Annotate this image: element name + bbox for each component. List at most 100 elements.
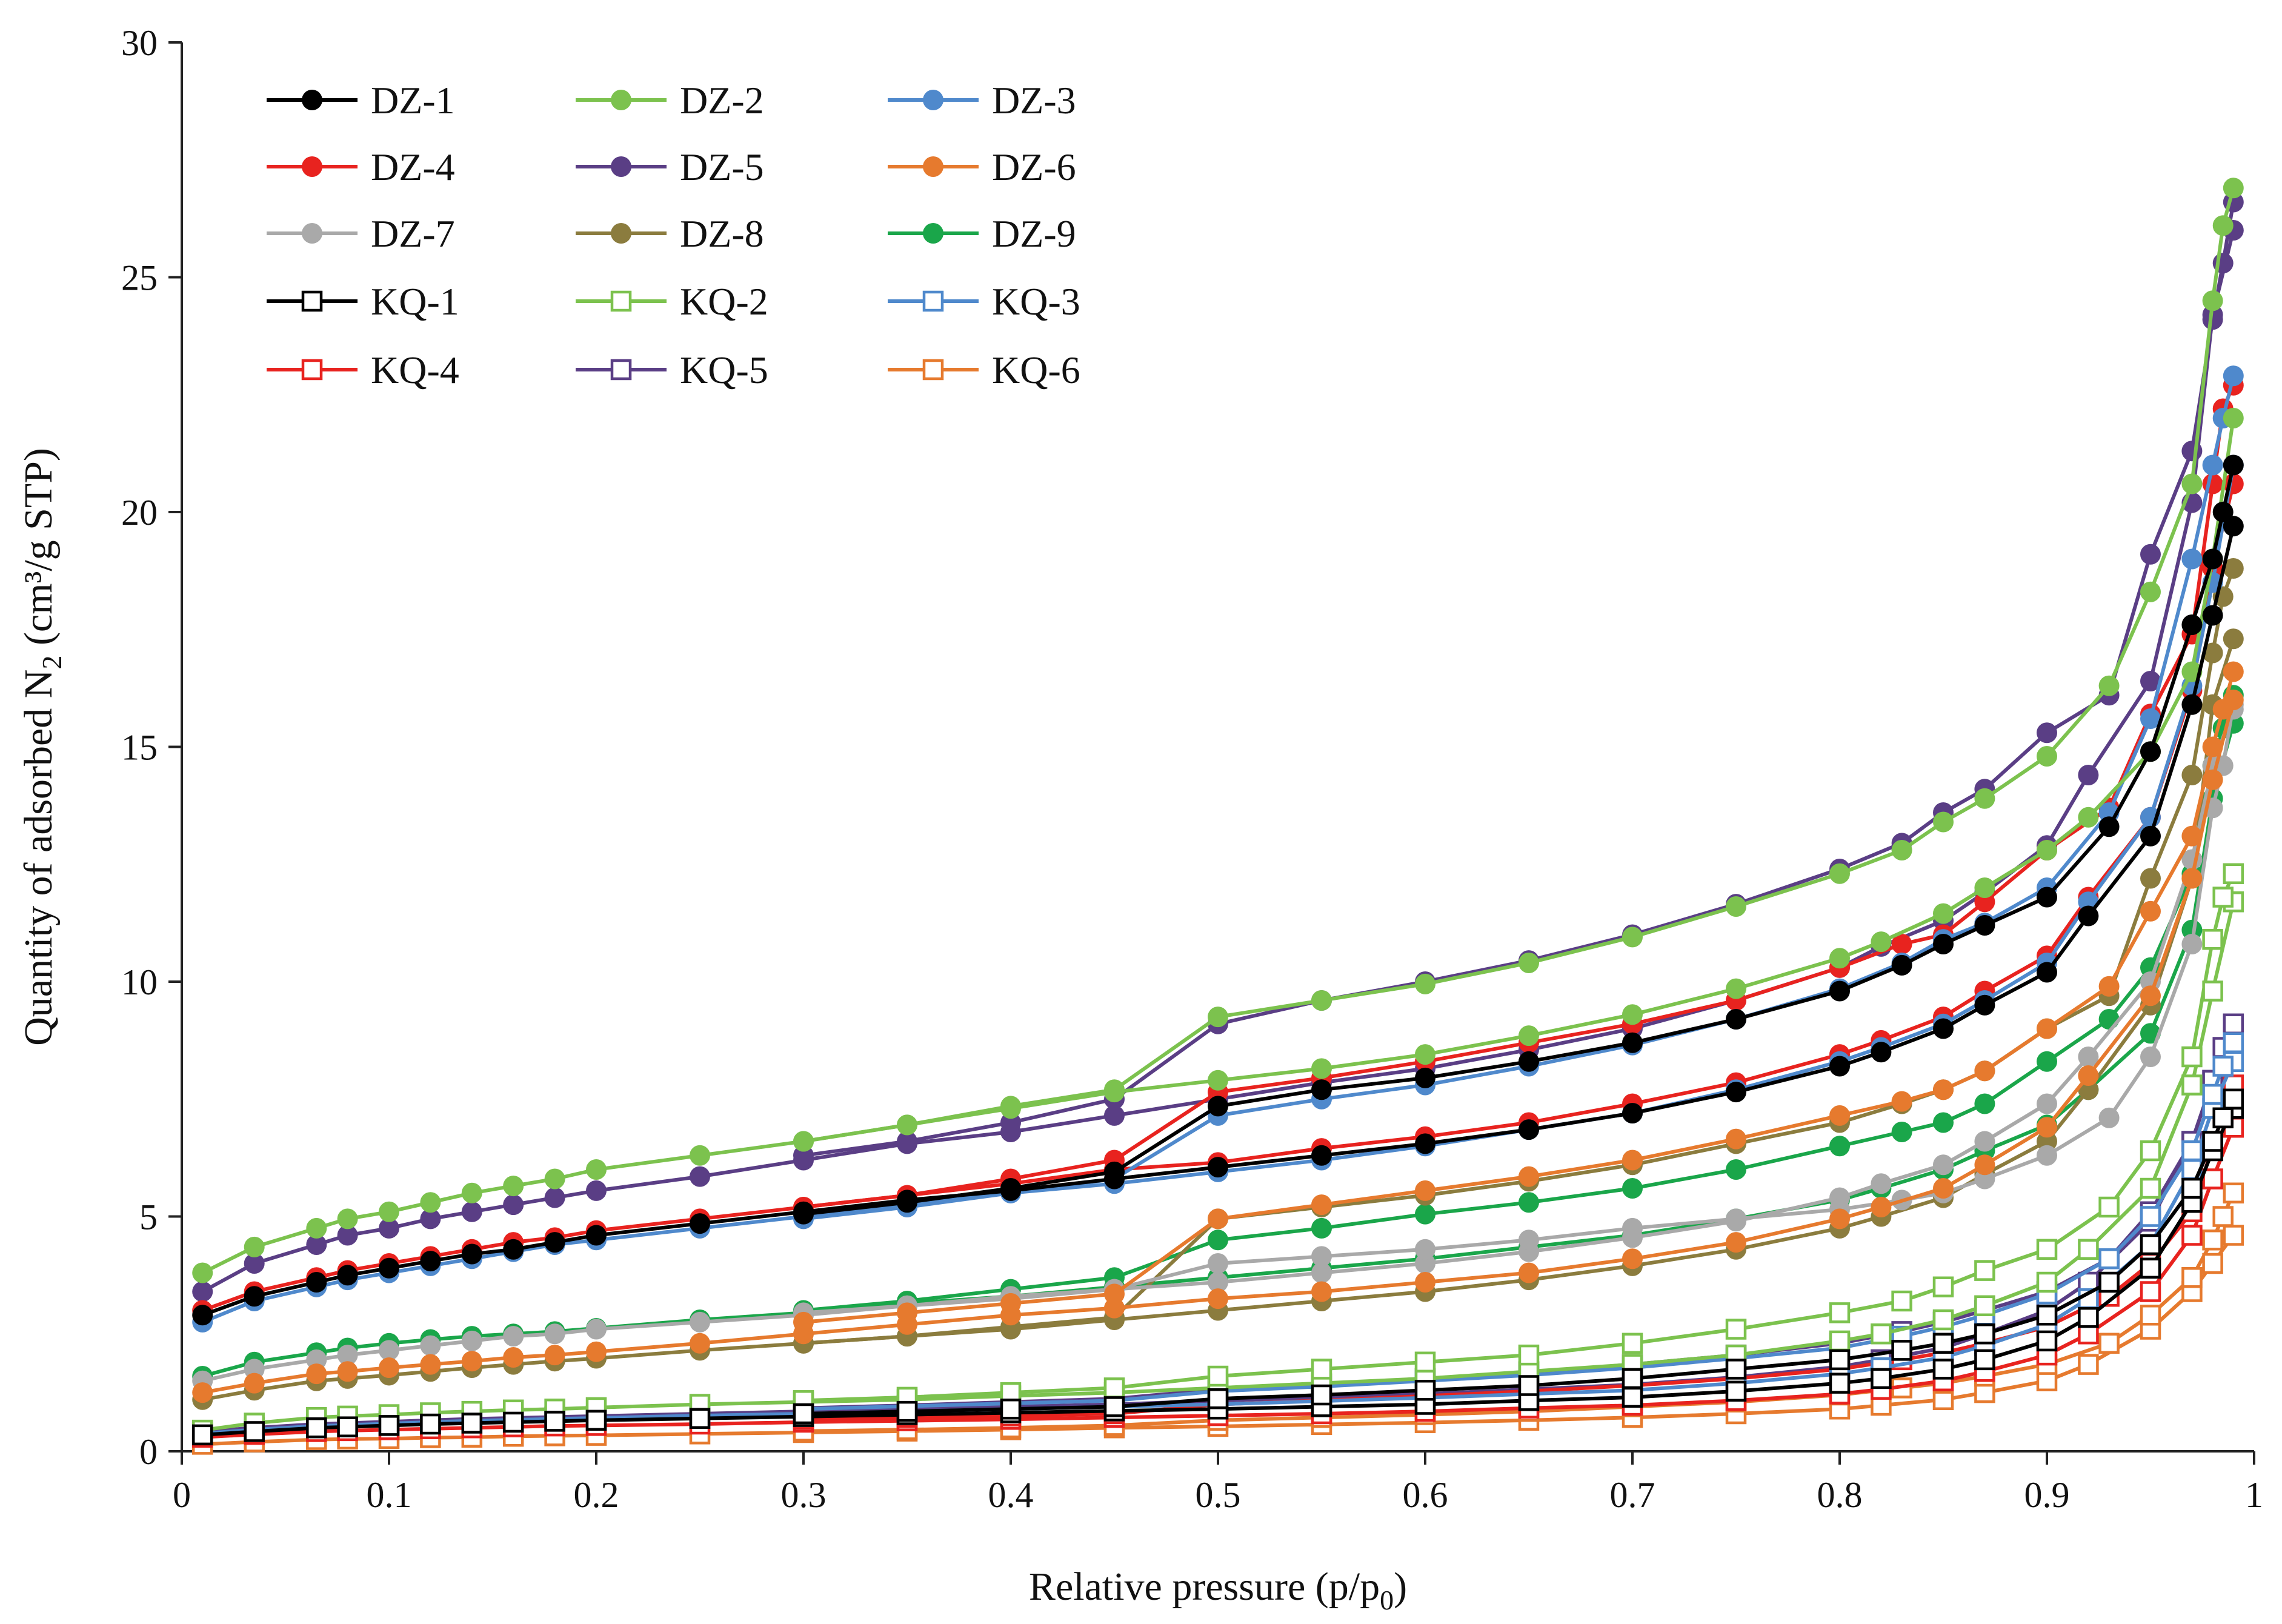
series-dz-1-desorption-point [2223, 454, 2244, 476]
series-kq-1-desorption-point [1725, 1359, 1747, 1380]
series-dz-1-adsorption-point [2181, 694, 2203, 715]
series-dz-5-desorption-point [793, 1145, 814, 1166]
legend-label: DZ-2 [680, 79, 764, 122]
series-dz-6-adsorption-point [544, 1345, 565, 1366]
series-dz-6-desorption-point [2212, 699, 2234, 720]
series-dz-6-desorption-point [2140, 900, 2161, 922]
series-dz-7-adsorption-point [2078, 1047, 2099, 1067]
series-kq-2-adsorption-point [2036, 1271, 2058, 1293]
series-dz-5-adsorption-point [2078, 765, 2099, 785]
series-dz-7-adsorption-point [244, 1359, 265, 1380]
series-dz-8-adsorption-point [2037, 1131, 2057, 1152]
series-kq-1-adsorption-point [1622, 1386, 1643, 1408]
series-dz-1-adsorption-point [1829, 1056, 1850, 1077]
legend: DZ-1 DZ-2 DZ-3 DZ-4 DZ-5 DZ-6 DZ-7 DZ-8 DZ-9 KQ-1… [267, 79, 1080, 391]
series-kq-2-desorption-point [2098, 1196, 2120, 1218]
series-dz-7-adsorption-point [1415, 1253, 1435, 1274]
legend-item-kq-1: KQ-1 [267, 280, 459, 323]
series-dz-1-adsorption-point [420, 1251, 441, 1272]
series-dz-2-adsorption-point [2223, 408, 2244, 428]
x-tick-label: 0.8 [1817, 1475, 1863, 1515]
series-kq-1-adsorption-point [420, 1413, 441, 1435]
y-tick-label: 0 [139, 1432, 158, 1472]
series-kq-1-desorption-point [2181, 1177, 2203, 1199]
series-dz-6-desorption-point [2037, 1018, 2057, 1039]
series-dz-7-desorption-point [1974, 1168, 1995, 1190]
series-kq-6-desorption-point [2098, 1333, 2120, 1354]
series-dz-2-desorption-point [1311, 990, 1332, 1011]
series-kq-3-desorption-point [2098, 1248, 2120, 1270]
series-kq-1-desorption-point [1311, 1384, 1332, 1406]
series-kq-1-adsorption-point [1932, 1359, 1954, 1380]
legend-item-dz-9: DZ-9 [888, 212, 1076, 255]
series-kq-1-adsorption-point [2078, 1306, 2099, 1328]
series-dz-1-desorption-point [1000, 1178, 1021, 1199]
x-tick-label: 0.4 [988, 1475, 1034, 1515]
series-dz-5-adsorption-line [201, 230, 2235, 1294]
series-dz-9-desorption-point [1829, 1136, 1850, 1157]
series-kq-6-adsorption-point [2223, 1225, 2244, 1246]
series-dz-7-desorption-point [1519, 1230, 1539, 1251]
series-kq-6-desorption-point [2202, 1230, 2223, 1251]
series-kq-2-desorption-point [1891, 1290, 1912, 1312]
x-tick-label: 1 [2245, 1475, 2263, 1515]
series-kq-2-desorption-point [1518, 1344, 1540, 1366]
series-kq-1-adsorption-point [244, 1421, 265, 1442]
series-dz-6-adsorption-point [379, 1357, 399, 1379]
series-dz-5-desorption-point [2202, 309, 2223, 330]
series-dz-1-adsorption-point [2202, 605, 2223, 626]
series-dz-6-adsorption-point [1974, 1154, 1995, 1176]
series-kq-1-desorption-point [1829, 1349, 1851, 1371]
x-axis-title-subscript: 0 [1380, 1585, 1394, 1616]
series-dz-2-desorption-point [1415, 973, 1435, 994]
series-dz-2-desorption-point [1208, 1007, 1228, 1028]
series-kq-1-desorption-point [2036, 1305, 2058, 1326]
series-dz-5-adsorption-point [503, 1194, 524, 1216]
series-dz-2-adsorption-point [192, 1262, 213, 1283]
series-kq-2-desorption-point [1932, 1276, 1954, 1297]
series-dz-6-desorption-point [1415, 1180, 1435, 1201]
series-kq-2-adsorption-point [2181, 1074, 2203, 1096]
y-axis-title: Quantity of adsorbed N2 (cm³/g STP) [16, 448, 67, 1046]
series-dz-1-desorption-point [1519, 1051, 1539, 1072]
series-dz-2-desorption-point [1104, 1079, 1125, 1100]
series-dz-1-desorption-point [1415, 1067, 1435, 1088]
y-tick-label: 10 [121, 962, 158, 1002]
series-dz-7-desorption-point [1311, 1246, 1332, 1267]
series-kq-1-adsorption-point [378, 1415, 400, 1436]
y-axis-title-subscript: 2 [36, 656, 67, 670]
series-dz-2-adsorption-point [503, 1176, 524, 1197]
series-dz-5-desorption-point [1000, 1112, 1021, 1133]
series-dz-5-adsorption-point [1104, 1105, 1125, 1126]
series-kq-4-adsorption-point [2181, 1225, 2203, 1246]
series-dz-2-adsorption-point [244, 1236, 265, 1257]
series-dz-2-adsorption-point [1829, 948, 1850, 969]
series-dz-7-adsorption-point [690, 1311, 710, 1333]
y-axis-title-end: (cm³/g STP) [16, 448, 61, 655]
series-dz-4-desorption-point [1891, 934, 1912, 954]
series-dz-6-desorption-point [1000, 1293, 1021, 1314]
series-dz-1-adsorption-point [2037, 962, 2057, 983]
series-dz-5-adsorption-point [244, 1253, 265, 1274]
series-kq-6-desorption-point [2140, 1305, 2161, 1326]
series-dz-2-desorption-point [1000, 1096, 1021, 1117]
series-dz-2-adsorption-point [379, 1201, 399, 1222]
legend-swatch-marker [923, 223, 943, 244]
series-dz-6-adsorption-point [1726, 1232, 1746, 1253]
series-dz-2-adsorption-point [337, 1208, 358, 1230]
series-dz-4-desorption-line [803, 384, 2235, 1209]
series-dz-1-adsorption-point [1415, 1133, 1435, 1154]
series-dz-2-desorption-point [2181, 473, 2203, 494]
series-kq-1-adsorption-point [502, 1411, 524, 1433]
series-dz-2-adsorption-point [1871, 931, 1892, 953]
series-dz-6-adsorption-point [2181, 868, 2203, 889]
series-dz-6-desorption-point [1933, 1079, 1954, 1100]
series-kq-2-adsorption-point [2202, 980, 2223, 1002]
series-dz-2-adsorption-point [420, 1192, 441, 1213]
series-dz-1-desorption-point [897, 1192, 917, 1213]
series-dz-4-desorption-point [1974, 891, 1995, 913]
series-kq-2-desorption-point [1622, 1333, 1643, 1354]
legend-item-dz-5: DZ-5 [576, 145, 764, 188]
series-dz-9-desorption-point [1519, 1192, 1539, 1213]
legend-label: KQ-6 [992, 348, 1080, 391]
